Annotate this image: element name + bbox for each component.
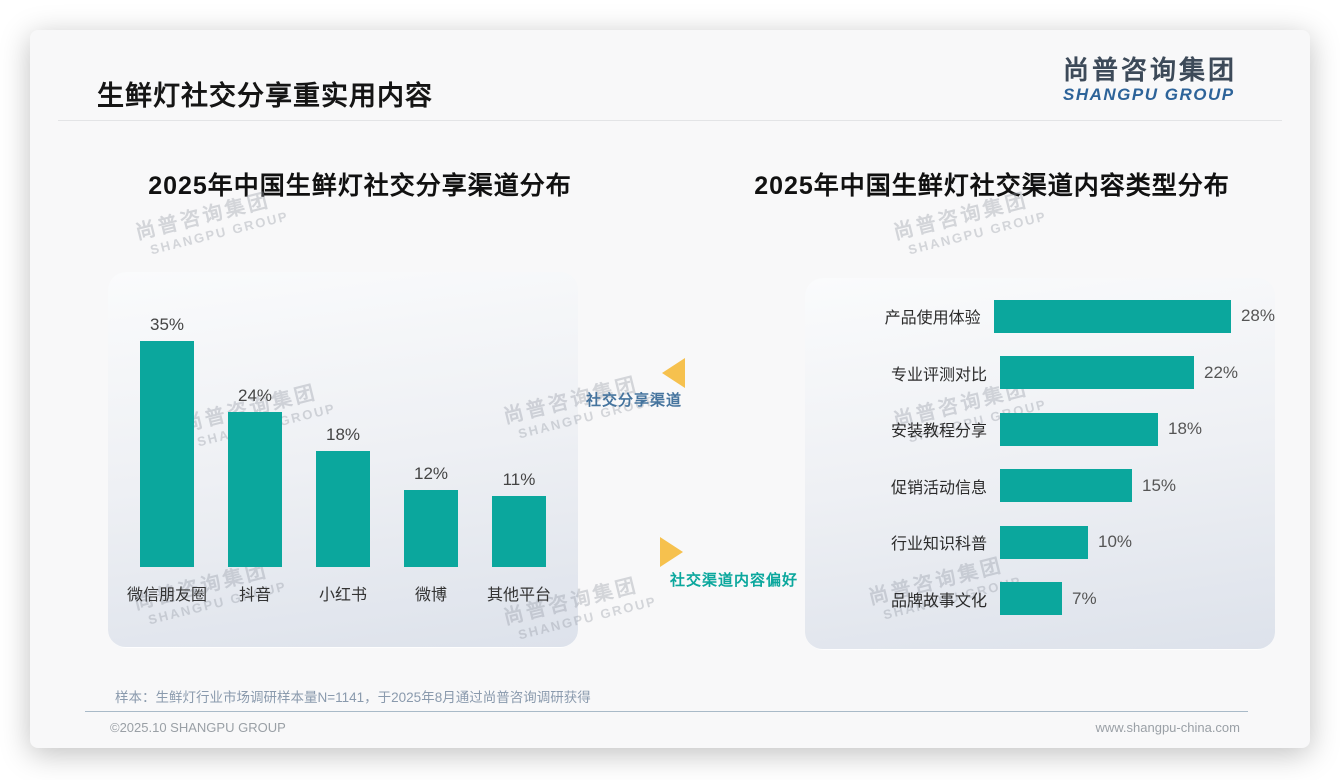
bar-value-label: 15% (1142, 475, 1177, 495)
arrow-right-icon (660, 537, 683, 567)
category-label: 微博 (414, 587, 447, 604)
left-chart: 35% 24% 18% 12% 11% 微信朋友圈 抖音 小红书 微博 其他平台 (108, 272, 578, 647)
bar-value-label: 18% (1168, 419, 1203, 439)
header-divider (58, 120, 1282, 121)
page-title: 生鲜灯社交分享重实用内容 (97, 81, 433, 111)
bar-value-label: 18% (325, 425, 361, 444)
bar-value-label: 11% (502, 470, 536, 489)
category-label: 促销活动信息 (890, 479, 987, 497)
logo-english-text: SHANGPU GROUP (1062, 84, 1235, 104)
right-chart-bars: 产品使用体验 28% 专业评测对比 22% 安装教程分享 18% 促销活动信息 15% 行业知识… (805, 278, 1275, 627)
bar-row: 安装教程分享 18% (805, 401, 1275, 458)
bar (1000, 469, 1132, 503)
left-chart-categories: 微信朋友圈 抖音 小红书 微博 其他平台 (108, 581, 578, 605)
left-chart-tag: 社交分享渠道 (586, 392, 683, 409)
right-chart: 产品使用体验 28% 专业评测对比 22% 安装教程分享 18% 促销活动信息 15% 行业知识… (805, 278, 1275, 649)
bar (1000, 412, 1158, 446)
bar-row: 促销活动信息 15% (805, 458, 1275, 515)
category-label: 小红书 (318, 587, 367, 604)
category-label: 品牌故事文化 (890, 592, 987, 610)
category-label: 产品使用体验 (884, 310, 981, 328)
bar-group: 12% (388, 464, 474, 567)
bar (1000, 582, 1062, 616)
sample-footnote: 样本：生鲜灯行业市场调研样本量N=1141，于2025年8月通过尚普咨询调研获得 (115, 690, 591, 705)
bar-value-label: 35% (149, 315, 185, 334)
bar (228, 412, 282, 567)
left-chart-panel: 35% 24% 18% 12% 11% 微信朋友圈 抖音 小红书 微博 其他平台 (108, 272, 578, 648)
bar-group: 11% (476, 470, 562, 567)
company-logo: 尚普咨询集团 SHANGPU GROUP (1063, 56, 1237, 105)
slide-card: 生鲜灯社交分享重实用内容 尚普咨询集团 SHANGPU GROUP 2025年中… (30, 30, 1310, 748)
bar-value-label: 22% (1204, 362, 1239, 382)
watermark-en: SHANGPU GROUP (906, 208, 1049, 258)
category-label: 专业评测对比 (890, 366, 987, 384)
footer-website: www.shangpu-china.com (1095, 720, 1240, 735)
right-chart-title: 2025年中国生鲜灯社交渠道内容类型分布 (754, 172, 1230, 200)
bar-group: 35% (124, 315, 210, 567)
bar-value-label: 28% (1240, 306, 1275, 326)
category-label: 微信朋友圈 (126, 587, 207, 604)
bar (1000, 356, 1194, 390)
bar-row: 专业评测对比 22% (805, 345, 1275, 402)
bar-row: 产品使用体验 28% (805, 288, 1275, 345)
category-label: 抖音 (238, 587, 271, 604)
bar (316, 451, 370, 567)
bar-value-label: 10% (1098, 532, 1133, 552)
bar-row: 行业知识科普 10% (805, 514, 1275, 571)
footer-copyright: ©2025.10 SHANGPU GROUP (110, 720, 286, 735)
bar-group: 18% (300, 425, 386, 567)
bar-row: 品牌故事文化 7% (805, 571, 1275, 628)
watermark-en: SHANGPU GROUP (148, 208, 291, 258)
bar (140, 341, 194, 567)
right-chart-panel: 产品使用体验 28% 专业评测对比 22% 安装教程分享 18% 促销活动信息 15% 行业知识… (805, 278, 1275, 650)
bar (993, 299, 1231, 333)
footer-divider (85, 711, 1248, 712)
bar-value-label: 12% (413, 464, 449, 483)
bar (492, 496, 546, 567)
bar-value-label: 7% (1072, 588, 1097, 608)
bar-value-label: 24% (237, 386, 273, 405)
category-label: 行业知识科普 (890, 536, 987, 554)
arrow-left-icon (662, 358, 685, 388)
category-label: 其他平台 (486, 587, 551, 604)
left-chart-bars: 35% 24% 18% 12% 11% (108, 272, 578, 567)
right-chart-tag: 社交渠道内容偏好 (670, 572, 799, 589)
logo-chinese-text: 尚普咨询集团 (1062, 55, 1237, 85)
category-label: 安装教程分享 (890, 423, 987, 441)
bar (404, 490, 458, 567)
bar-group: 24% (212, 386, 298, 567)
bar (1000, 525, 1088, 559)
left-chart-title: 2025年中国生鲜灯社交分享渠道分布 (148, 172, 572, 200)
